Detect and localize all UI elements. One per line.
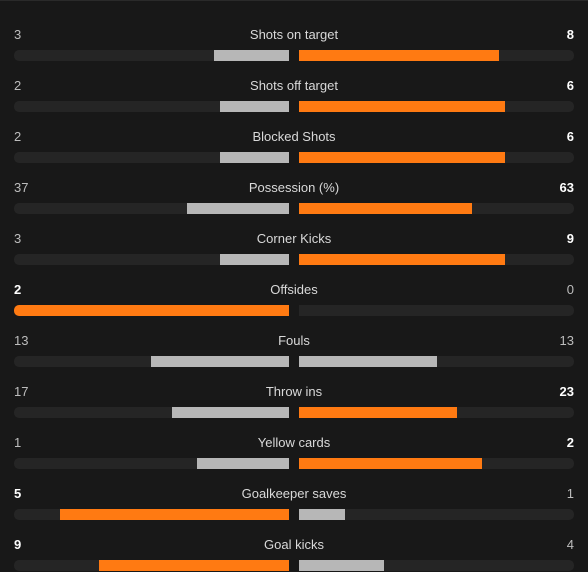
away-value: 1 xyxy=(566,486,574,501)
home-value: 37 xyxy=(14,180,29,195)
home-bar-fill xyxy=(220,254,289,265)
away-bar-track xyxy=(299,407,574,418)
home-bar-track xyxy=(14,50,289,61)
stat-label: Shots on target xyxy=(249,27,339,42)
away-bar-fill xyxy=(299,203,472,214)
home-bar-track xyxy=(14,254,289,265)
home-value: 9 xyxy=(14,537,22,552)
stat-label: Corner Kicks xyxy=(256,231,332,246)
home-value: 13 xyxy=(14,333,29,348)
home-bar-fill xyxy=(197,458,289,469)
stat-row: 3 Shots on target 8 xyxy=(0,9,588,61)
stat-label: Fouls xyxy=(278,333,310,348)
away-bar-fill xyxy=(299,254,505,265)
home-value: 3 xyxy=(14,231,22,246)
away-bar-track xyxy=(299,560,574,571)
home-bar-track xyxy=(14,152,289,163)
away-bar-track xyxy=(299,50,574,61)
home-bar-fill xyxy=(60,509,289,520)
home-bar-track xyxy=(14,101,289,112)
away-bar-fill xyxy=(299,509,345,520)
home-value: 2 xyxy=(14,78,22,93)
away-value: 9 xyxy=(566,231,574,246)
stat-row: 1 Yellow cards 2 xyxy=(0,417,588,469)
home-value: 2 xyxy=(14,282,22,297)
stat-row: 2 Offsides 0 xyxy=(0,264,588,316)
away-value: 23 xyxy=(559,384,574,399)
stat-label: Blocked Shots xyxy=(252,129,336,144)
home-value: 2 xyxy=(14,129,22,144)
home-bar-track xyxy=(14,407,289,418)
away-bar-fill xyxy=(299,50,499,61)
home-bar-fill xyxy=(99,560,289,571)
stat-label: Yellow cards xyxy=(257,435,331,450)
home-bar-fill xyxy=(14,305,289,316)
away-bar-fill xyxy=(299,101,505,112)
away-value: 8 xyxy=(566,27,574,42)
stat-label: Shots off target xyxy=(250,78,338,93)
away-value: 6 xyxy=(566,129,574,144)
home-bar-track xyxy=(14,203,289,214)
home-bar-track xyxy=(14,560,289,571)
home-bar-track xyxy=(14,458,289,469)
away-bar-fill xyxy=(299,152,505,163)
away-bar-fill xyxy=(299,407,457,418)
stat-row: 9 Goal kicks 4 xyxy=(0,519,588,571)
stat-label: Goal kicks xyxy=(264,537,324,552)
home-value: 1 xyxy=(14,435,22,450)
stat-row: 2 Blocked Shots 6 xyxy=(0,111,588,163)
stat-row: 17 Throw ins 23 xyxy=(0,366,588,418)
away-bar-track xyxy=(299,509,574,520)
away-bar-track xyxy=(299,458,574,469)
home-value: 5 xyxy=(14,486,22,501)
away-value: 0 xyxy=(566,282,574,297)
stat-label: Goalkeeper saves xyxy=(241,486,347,501)
stat-label: Possession (%) xyxy=(248,180,340,195)
away-bar-track xyxy=(299,305,574,316)
stat-row: 37 Possession (%) 63 xyxy=(0,162,588,214)
away-value: 13 xyxy=(559,333,574,348)
home-bar-fill xyxy=(172,407,289,418)
away-value: 2 xyxy=(566,435,574,450)
home-bar-fill xyxy=(187,203,289,214)
home-value: 3 xyxy=(14,27,22,42)
away-bar-track xyxy=(299,254,574,265)
stat-row: 2 Shots off target 6 xyxy=(0,60,588,112)
home-bar-fill xyxy=(151,356,289,367)
stat-row: 13 Fouls 13 xyxy=(0,315,588,367)
away-bar-track xyxy=(299,356,574,367)
home-value: 17 xyxy=(14,384,29,399)
away-value: 63 xyxy=(559,180,574,195)
stat-row: 3 Corner Kicks 9 xyxy=(0,213,588,265)
stat-label: Throw ins xyxy=(265,384,323,399)
away-bar-fill xyxy=(299,560,384,571)
home-bar-track xyxy=(14,305,289,316)
away-value: 4 xyxy=(566,537,574,552)
away-bar-fill xyxy=(299,458,482,469)
home-bar-track xyxy=(14,356,289,367)
stat-label: Offsides xyxy=(270,282,318,297)
away-bar-track xyxy=(299,152,574,163)
away-bar-track xyxy=(299,203,574,214)
away-value: 6 xyxy=(566,78,574,93)
away-bar-fill xyxy=(299,356,437,367)
home-bar-track xyxy=(14,509,289,520)
away-bar-track xyxy=(299,101,574,112)
home-bar-fill xyxy=(220,152,289,163)
home-bar-fill xyxy=(220,101,289,112)
home-bar-fill xyxy=(214,50,289,61)
stat-row: 5 Goalkeeper saves 1 xyxy=(0,468,588,520)
